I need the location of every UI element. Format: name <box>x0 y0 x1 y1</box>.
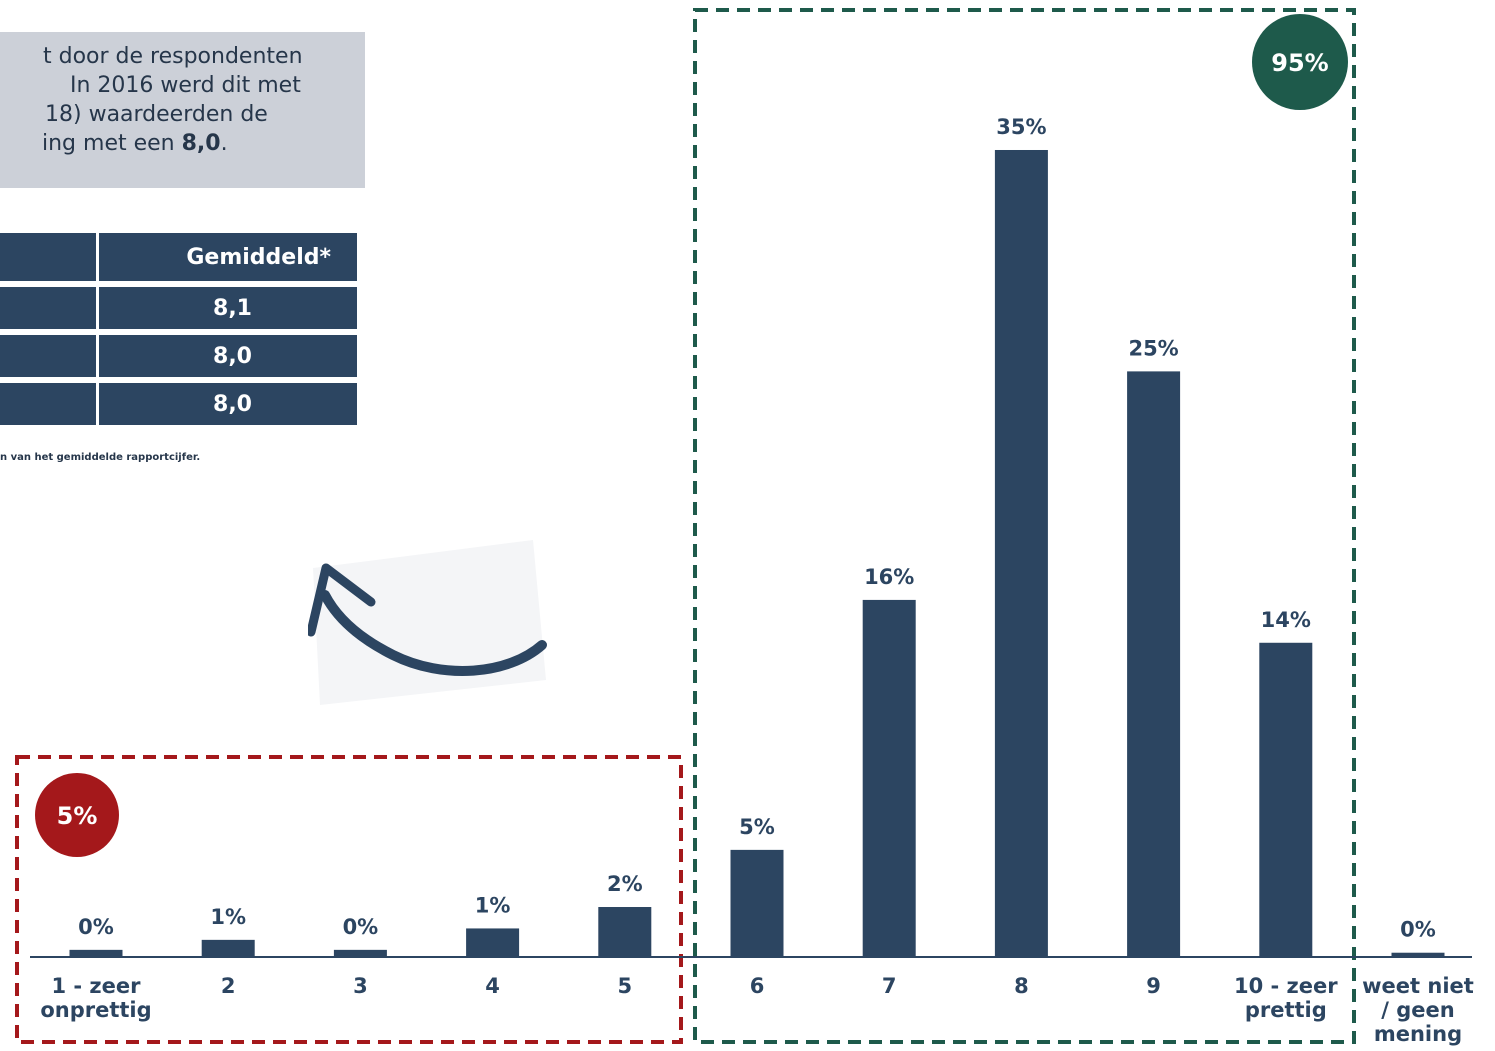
table-row: 8,0 <box>0 329 357 377</box>
x-tick-label: 9 <box>1146 974 1161 998</box>
bar <box>1259 642 1313 957</box>
x-tick-label: 6 <box>750 974 765 998</box>
negative-share-label: 5% <box>57 802 98 830</box>
bar-value-label: 5% <box>739 815 775 839</box>
info-line-1: t door de respondenten <box>43 44 303 69</box>
table-row: 8,1 <box>0 281 357 329</box>
table-row: 8,0 <box>0 377 357 425</box>
bar-value-label: 0% <box>78 915 114 939</box>
bar <box>466 928 520 957</box>
info-line-3: 18) waardeerden de <box>45 102 268 127</box>
table-cell-average: 8,0 <box>99 377 357 425</box>
bar <box>1391 952 1445 957</box>
bar <box>730 849 784 957</box>
x-tick-label: 4 <box>485 974 500 998</box>
bar <box>333 949 387 957</box>
bar <box>201 939 255 957</box>
bar-value-label: 16% <box>864 565 914 589</box>
info-line-4-bold: 8,0 <box>181 131 221 156</box>
bar-value-label: 1% <box>210 905 246 929</box>
table-footnote: n van het gemiddelde rapportcijfer. <box>0 452 201 463</box>
bar <box>862 599 916 957</box>
x-tick-label: 10 - zeer prettig <box>1234 974 1338 1022</box>
bar-value-label: 0% <box>1400 918 1436 942</box>
info-line-2: In 2016 werd dit met <box>70 73 301 98</box>
bar <box>994 149 1048 957</box>
info-box: t door de respondenten In 2016 werd dit … <box>0 32 365 188</box>
table-cell-average: 8,1 <box>99 281 357 329</box>
bar-value-label: 1% <box>475 893 511 917</box>
average-table: Gemiddeld* 8,1 8,0 8,0 <box>0 233 357 425</box>
bar-value-label: 14% <box>1261 608 1311 632</box>
x-tick-label: 1 - zeer onprettig <box>40 974 151 1022</box>
x-tick-label: 7 <box>882 974 897 998</box>
negative-share-badge <box>35 773 119 857</box>
x-tick-label: 8 <box>1014 974 1029 998</box>
positive-share-badge <box>1252 14 1348 110</box>
bar-value-label: 0% <box>343 915 379 939</box>
x-tick-label: 3 <box>353 974 368 998</box>
bar-value-label: 35% <box>996 115 1046 139</box>
bar-value-label: 2% <box>607 872 643 896</box>
table-header-row: Gemiddeld* <box>0 233 357 281</box>
bar <box>69 949 123 957</box>
info-line-4-pre: ing met een <box>42 131 182 156</box>
table-cell-average: 8,0 <box>99 329 357 377</box>
x-tick-label: 2 <box>221 974 236 998</box>
bar <box>1127 371 1181 958</box>
curved-arrow-icon <box>306 540 548 714</box>
positive-group-frame <box>693 8 1356 1044</box>
bar <box>598 907 652 957</box>
x-tick-label: weet niet / geen mening <box>1362 974 1474 1046</box>
bar-value-label: 25% <box>1128 336 1178 360</box>
negative-group-frame <box>15 755 683 1044</box>
table-header-average: Gemiddeld* <box>99 233 357 281</box>
positive-share-label: 95% <box>1271 49 1328 77</box>
info-line-4: ing met een 8,0. <box>0 129 365 158</box>
info-line-4-post: . <box>220 131 228 156</box>
x-tick-label: 5 <box>617 974 632 998</box>
